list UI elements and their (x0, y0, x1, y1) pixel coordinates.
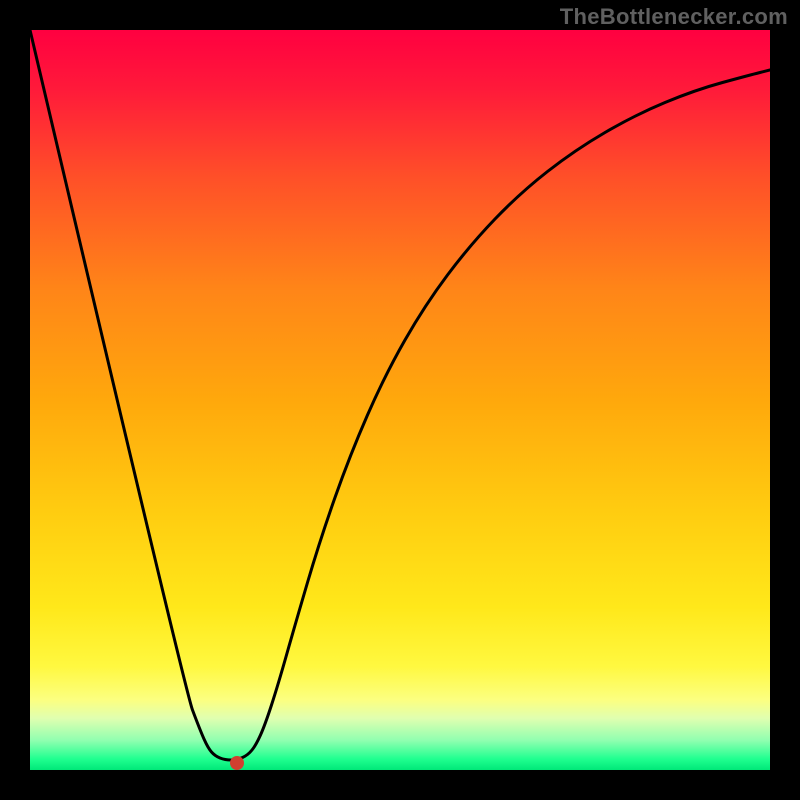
chart-container: TheBottlenecker.com (0, 0, 800, 800)
plot-area (30, 30, 770, 770)
watermark: TheBottlenecker.com (560, 4, 788, 30)
optimum-marker (230, 756, 244, 770)
bottleneck-curve (30, 30, 770, 760)
curve-layer (30, 30, 770, 770)
